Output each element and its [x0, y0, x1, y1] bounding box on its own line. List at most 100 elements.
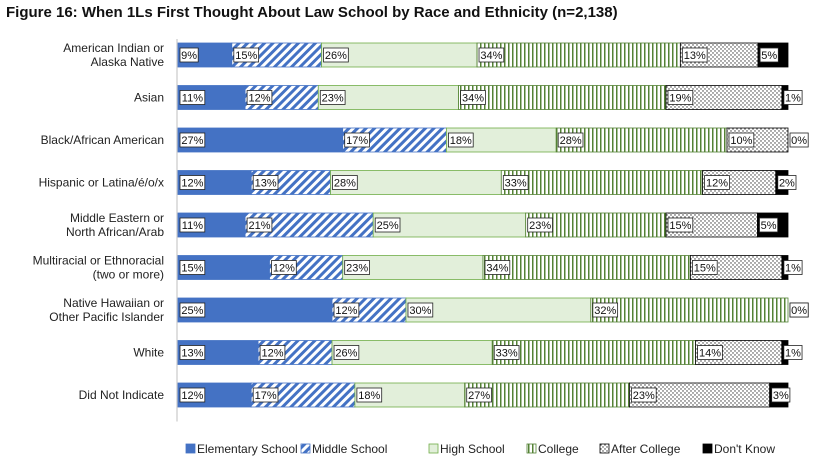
data-label-box — [667, 90, 694, 105]
category-label: Did Not Indicate — [79, 388, 165, 402]
category-label: Multiracial or Ethnoracial (two or more) — [33, 254, 164, 282]
bar-high-school — [330, 170, 502, 195]
data-label: 15% — [667, 217, 694, 233]
data-label: 13% — [252, 175, 279, 190]
category-label: Asian — [134, 91, 164, 105]
data-label-box — [478, 47, 505, 63]
data-label: 12% — [271, 260, 297, 275]
data-label-text: 27% — [468, 390, 490, 402]
data-label: 23% — [527, 217, 553, 233]
legend-label: High School — [440, 442, 505, 456]
chart-title: Figure 16: When 1Ls First Thought About … — [6, 4, 618, 21]
data-label: 15% — [233, 47, 260, 63]
data-label: 9% — [179, 47, 199, 63]
data-label: 25% — [374, 217, 401, 233]
data-label-text: 25% — [377, 220, 399, 232]
legend-label: Middle School — [312, 442, 387, 456]
data-label-box — [771, 387, 791, 403]
category-label: Black/African American — [41, 133, 164, 147]
data-label-box — [631, 387, 657, 403]
category-label: American Indian or Alaska Native — [63, 41, 164, 69]
data-label-text: 10% — [730, 135, 752, 147]
data-label: 34% — [484, 260, 511, 275]
legend-swatch-middle — [300, 443, 311, 454]
bar-college — [464, 382, 630, 408]
data-label-box — [179, 345, 206, 360]
data-label: 26% — [323, 47, 349, 63]
data-label-box — [246, 217, 273, 233]
data-label-text: 1% — [785, 348, 801, 360]
data-label-text: 26% — [335, 348, 357, 360]
data-label-text: 26% — [325, 50, 347, 62]
data-label: 3% — [771, 387, 791, 403]
data-label-text: 1% — [785, 263, 801, 275]
data-label: 23% — [344, 260, 370, 275]
data-label-box — [179, 302, 206, 318]
data-label-text: 23% — [322, 93, 344, 105]
data-label-text: 17% — [255, 390, 277, 402]
data-label-text: 3% — [773, 390, 789, 402]
legend-label: After College — [611, 442, 681, 456]
data-label-box — [447, 132, 474, 148]
data-label-box — [460, 90, 486, 105]
data-label-box — [502, 175, 529, 190]
data-label-text: 23% — [633, 390, 655, 402]
data-label: 26% — [333, 345, 360, 360]
legend-label: Elementary School — [197, 442, 298, 456]
data-label-box — [344, 260, 370, 275]
data-label-box — [697, 345, 723, 360]
data-label-text: 18% — [450, 135, 472, 147]
data-label: 19% — [667, 90, 694, 105]
data-label-text: 15% — [694, 263, 716, 275]
data-label: 12% — [179, 175, 206, 190]
data-label: 13% — [179, 345, 206, 360]
data-label-text: 18% — [358, 390, 380, 402]
data-label: 0% — [789, 302, 809, 318]
data-label-box — [789, 302, 809, 318]
data-label-box — [179, 132, 206, 148]
data-label-text: 13% — [255, 178, 277, 190]
category-label: Hispanic or Latina/é/o/x — [39, 176, 164, 190]
data-label-box — [271, 260, 297, 275]
data-label-box — [179, 90, 206, 105]
data-label-text: 5% — [761, 220, 777, 232]
data-label-text: 34% — [486, 263, 508, 275]
data-label-box — [592, 302, 619, 318]
data-label: 11% — [179, 217, 206, 233]
data-label-text: 23% — [529, 220, 551, 232]
data-label-box — [557, 132, 584, 148]
data-label-box — [759, 217, 779, 233]
data-label-box — [704, 175, 730, 190]
data-label: 12% — [246, 90, 273, 105]
data-label: 25% — [179, 302, 206, 318]
bar-college — [491, 340, 696, 365]
category-label: White — [133, 346, 164, 360]
data-label-box — [527, 217, 553, 233]
data-label-text: 32% — [594, 305, 616, 317]
data-label-text: 15% — [181, 263, 203, 275]
data-label: 34% — [478, 47, 505, 63]
data-label: 5% — [759, 47, 779, 63]
bar-college — [482, 255, 691, 280]
data-label-text: 34% — [462, 93, 484, 105]
data-label-box — [323, 47, 349, 63]
data-label-box — [233, 47, 260, 63]
data-label-box — [252, 387, 279, 403]
data-label-text: 33% — [496, 348, 518, 360]
data-label: 30% — [407, 302, 434, 318]
data-label-text: 15% — [235, 50, 257, 62]
data-label-box — [789, 132, 809, 148]
data-label: 28% — [332, 175, 358, 190]
data-label-text: 33% — [505, 178, 527, 190]
data-label-box — [783, 345, 803, 360]
data-label: 12% — [179, 387, 206, 403]
data-label-text: 30% — [409, 305, 431, 317]
data-label-box — [407, 302, 434, 318]
data-label-text: 11% — [182, 220, 203, 232]
data-label-text: 5% — [761, 50, 777, 62]
data-label-text: 27% — [181, 135, 203, 147]
legend-swatch-high-school — [428, 443, 439, 454]
data-label-text: 34% — [480, 50, 502, 62]
bar-elementary — [177, 127, 344, 153]
